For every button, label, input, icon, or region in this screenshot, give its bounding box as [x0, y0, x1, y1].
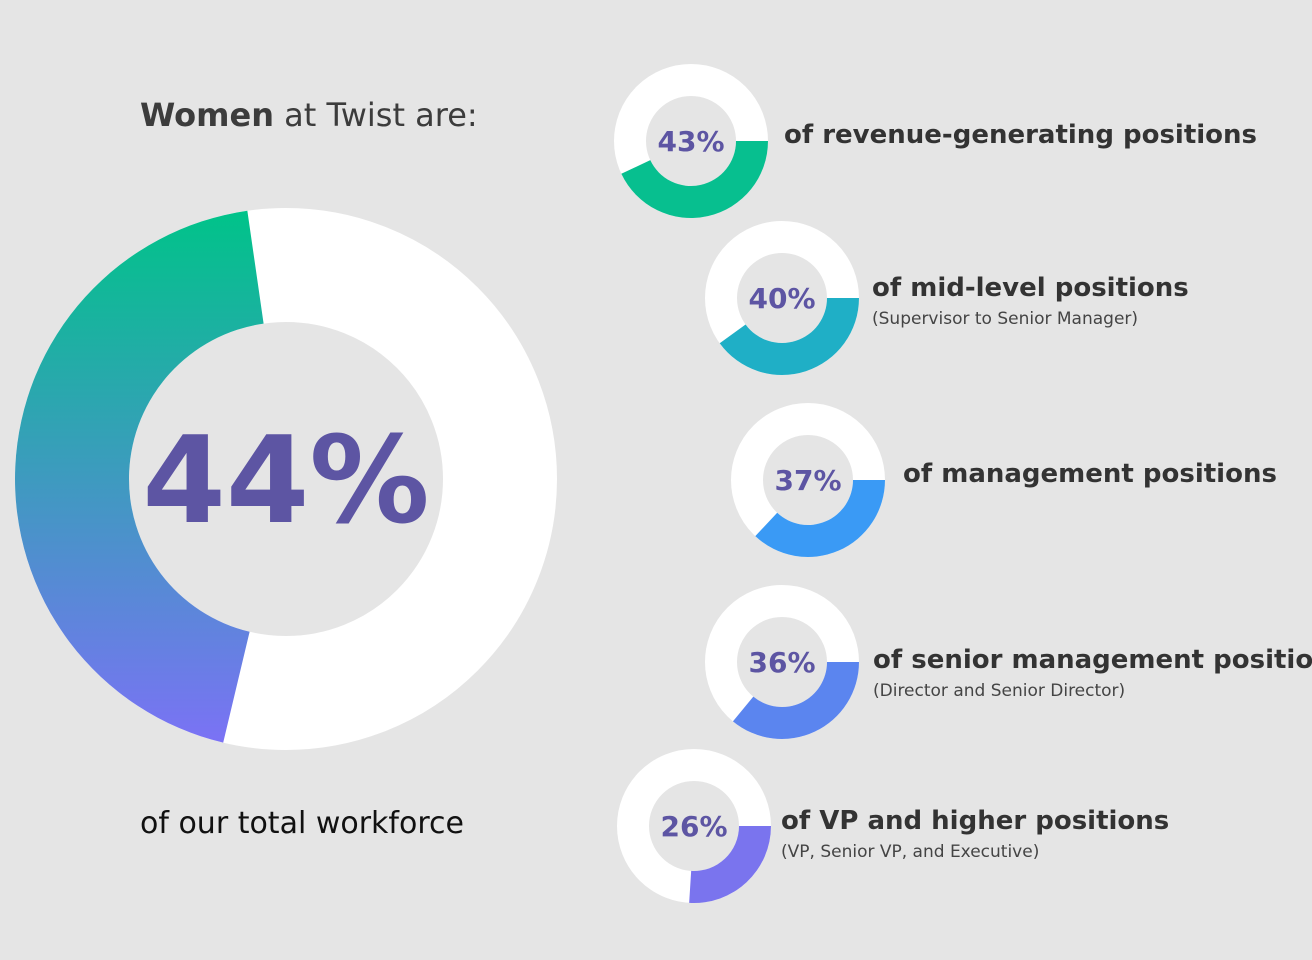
headline-rest: at Twist are:	[273, 96, 478, 134]
label-main: of management positions	[903, 459, 1277, 489]
donut-center-value: 40%	[748, 282, 815, 315]
mid-level-positions-donut: 40%	[705, 221, 859, 375]
total-workforce-donut: 44%	[15, 208, 557, 750]
donut-center-value: 37%	[774, 464, 841, 497]
label-main: of senior management positions	[873, 645, 1312, 675]
management-positions-donut: 37%	[731, 403, 885, 557]
headline: Women at Twist are:	[140, 96, 478, 134]
donut-center-value: 43%	[657, 125, 724, 158]
management-positions-label: of management positions	[903, 459, 1277, 489]
senior-management-positions-donut: 36%	[705, 585, 859, 739]
label-sub: (VP, Senior VP, and Executive)	[781, 842, 1040, 862]
donut-center-value: 36%	[748, 646, 815, 679]
label-main: of mid-level positions	[872, 273, 1189, 303]
vp-positions-donut: 26%	[617, 749, 771, 904]
mid-level-positions-label: of mid-level positions (Supervisor to Se…	[872, 273, 1189, 329]
label-main: of revenue-generating positions	[784, 120, 1258, 150]
vp-positions-label: of VP and higher positions (VP, Senior V…	[781, 806, 1169, 862]
label-sub: (Supervisor to Senior Manager)	[872, 309, 1139, 329]
total-workforce-caption: of our total workforce	[140, 806, 464, 841]
donut-center-value: 44%	[142, 412, 429, 551]
label-sub: (Director and Senior Director)	[873, 681, 1126, 701]
donut-value-segment	[689, 826, 771, 904]
revenue-positions-label: of revenue-generating positions	[784, 120, 1257, 150]
revenue-positions-donut: 43%	[614, 64, 768, 218]
label-main: of VP and higher positions	[781, 806, 1170, 836]
senior-management-positions-label: of senior management positions (Director…	[873, 645, 1312, 701]
donut-value-segment	[755, 480, 885, 557]
donut-value-segment	[732, 662, 859, 739]
donut-value-segment	[621, 141, 768, 218]
donut-center-value: 26%	[660, 810, 727, 843]
donut-value-segment	[15, 210, 264, 743]
donut-value-segment	[719, 298, 859, 375]
headline-bold: Women	[140, 96, 274, 134]
